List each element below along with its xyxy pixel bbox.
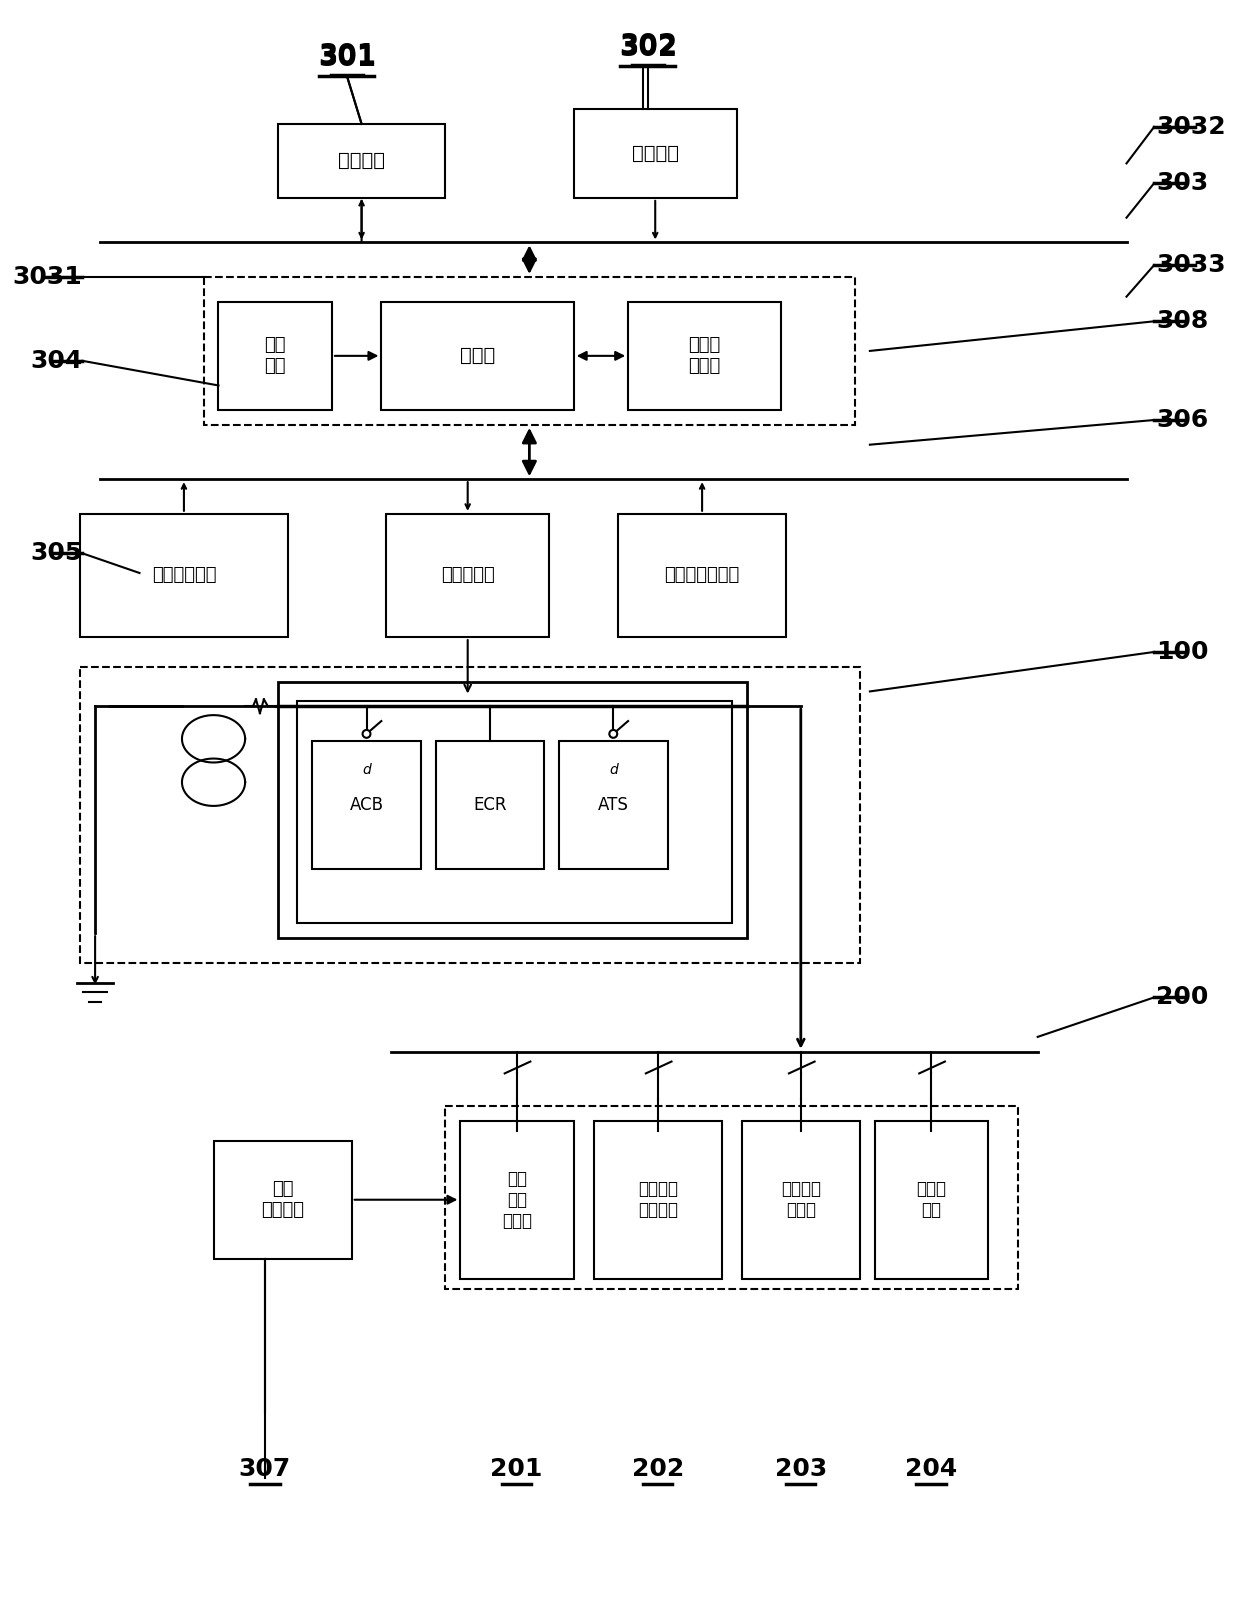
Bar [81, 667, 861, 963]
Bar [218, 301, 332, 410]
Text: 三相
异步
电动机: 三相 异步 电动机 [502, 1170, 532, 1229]
Text: 301: 301 [317, 42, 376, 70]
Bar [460, 1120, 574, 1278]
Text: d: d [609, 763, 618, 778]
Text: 谐波发
生器: 谐波发 生器 [916, 1181, 946, 1219]
Text: 203: 203 [775, 1458, 827, 1482]
Bar [278, 123, 445, 198]
Text: 电力监测模块: 电力监测模块 [151, 566, 216, 584]
Bar [445, 1106, 1018, 1288]
Bar [298, 701, 732, 923]
Bar [203, 277, 856, 426]
Text: 303: 303 [1156, 171, 1208, 195]
Text: 监控大屏: 监控大屏 [631, 144, 678, 163]
Text: d: d [362, 763, 371, 778]
Text: ATS: ATS [598, 795, 629, 814]
Text: 308: 308 [1156, 309, 1208, 333]
Bar [213, 1141, 352, 1259]
Text: 3031: 3031 [12, 266, 82, 290]
Text: 负载可调
磁硕电机: 负载可调 磁硕电机 [637, 1181, 678, 1219]
Bar [742, 1120, 861, 1278]
Bar [619, 514, 786, 637]
Text: 100: 100 [1156, 640, 1209, 664]
Text: 202: 202 [631, 1458, 683, 1482]
Bar [382, 301, 574, 410]
Bar [387, 514, 549, 637]
Text: 监控主机: 监控主机 [339, 152, 386, 171]
Text: ACB: ACB [350, 795, 383, 814]
Text: 201: 201 [490, 1458, 543, 1482]
Text: 输入
按键: 输入 按键 [264, 336, 286, 376]
Text: 302: 302 [619, 34, 677, 62]
Bar [435, 741, 544, 869]
Text: 3032: 3032 [1156, 115, 1226, 139]
Circle shape [362, 730, 371, 738]
Text: 305: 305 [30, 541, 82, 565]
Text: 307: 307 [239, 1458, 291, 1482]
Text: 开关量采集模块: 开关量采集模块 [665, 566, 740, 584]
Text: 302: 302 [619, 32, 677, 59]
Bar [629, 301, 781, 410]
Bar [594, 1120, 722, 1278]
Bar [81, 514, 288, 637]
Text: 200: 200 [1156, 986, 1209, 1010]
Text: 人机交
互屏显: 人机交 互屏显 [688, 336, 720, 376]
Text: 下位机: 下位机 [460, 346, 495, 365]
Bar [559, 741, 667, 869]
Text: 304: 304 [30, 349, 82, 373]
Bar [278, 682, 746, 938]
Bar [312, 741, 420, 869]
Text: 204: 204 [905, 1458, 957, 1482]
Circle shape [609, 730, 618, 738]
Text: 负载
调节系统: 负载 调节系统 [262, 1181, 304, 1219]
Text: 三相不平
衡负载: 三相不平 衡负载 [781, 1181, 821, 1219]
Text: 3033: 3033 [1156, 253, 1226, 277]
Bar [574, 109, 737, 198]
Text: 301: 301 [317, 43, 376, 72]
Bar [875, 1120, 988, 1278]
Text: ECR: ECR [474, 795, 507, 814]
Text: 306: 306 [1156, 408, 1208, 432]
Text: 继电器模块: 继电器模块 [440, 566, 495, 584]
